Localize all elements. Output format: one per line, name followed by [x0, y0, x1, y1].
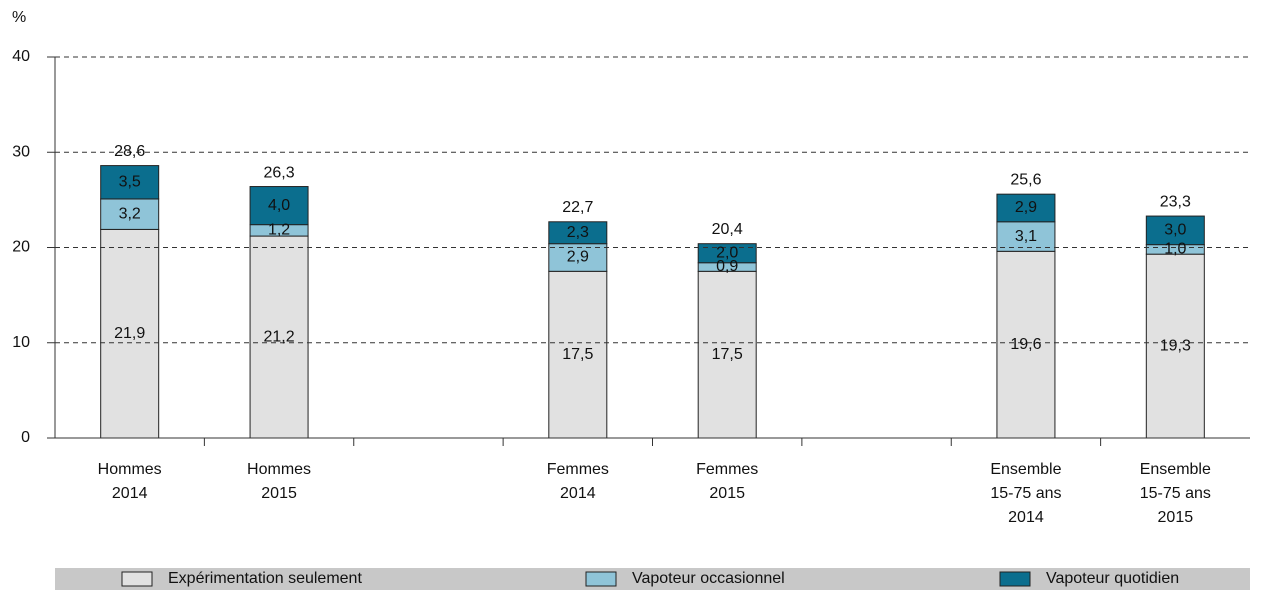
bar-segment [249, 186, 309, 226]
bar-segment [548, 221, 608, 245]
x-tick-label: 15-75 ans [990, 485, 1061, 502]
data-label: 3,5 [119, 173, 141, 190]
x-tick-label: Hommes [247, 461, 311, 478]
total-label: 22,7 [562, 199, 593, 216]
data-label: 2,9 [1015, 199, 1037, 216]
y-tick-label: 20 [12, 239, 30, 256]
bar-segment [249, 235, 309, 439]
legend-label: Vapoteur occasionnel [632, 570, 785, 587]
data-label: 17,5 [712, 346, 743, 363]
data-label: 3,0 [1164, 222, 1186, 239]
bar-segment [697, 243, 757, 264]
data-label: 21,9 [114, 325, 145, 342]
bar-segment [996, 221, 1056, 252]
total-label: 26,3 [263, 165, 294, 182]
data-label: 2,0 [716, 244, 738, 261]
y-tick-label: 0 [21, 429, 30, 446]
y-tick-label: 30 [12, 143, 30, 160]
legend-label: Expérimentation seulement [168, 570, 362, 587]
data-label: 21,2 [263, 328, 294, 345]
legend-background [55, 568, 1250, 590]
data-label: 19,3 [1160, 337, 1191, 354]
x-tick-label: 15-75 ans [1140, 485, 1211, 502]
total-label: 23,3 [1160, 193, 1191, 210]
x-tick-label: 2014 [1008, 509, 1044, 526]
y-tick-label: 40 [12, 48, 30, 65]
legend-swatch [999, 571, 1031, 587]
bar-segment [996, 193, 1056, 223]
bar-segment [1145, 215, 1205, 246]
total-label: 28,6 [114, 143, 145, 160]
y-axis-label: % [12, 9, 26, 26]
legend-label: Vapoteur quotidien [1046, 570, 1179, 587]
data-label: 1,2 [268, 222, 290, 239]
x-tick-label: 2015 [261, 485, 297, 502]
data-label: 1,0 [1164, 241, 1186, 258]
data-label: 19,6 [1010, 336, 1041, 353]
data-label: 4,0 [268, 197, 290, 214]
x-tick-label: Ensemble [1140, 461, 1211, 478]
x-tick-label: 2014 [112, 485, 148, 502]
bar-segment [548, 243, 608, 272]
x-tick-label: 2015 [709, 485, 745, 502]
y-tick-label: 10 [12, 334, 30, 351]
x-tick-label: Hommes [98, 461, 162, 478]
data-label: 2,3 [567, 224, 589, 241]
x-tick-label: 2014 [560, 485, 596, 502]
x-tick-label: Ensemble [990, 461, 1061, 478]
legend-swatch [121, 571, 153, 587]
x-tick-label: Femmes [547, 461, 609, 478]
data-label: 0,9 [716, 258, 738, 275]
data-label: 3,2 [119, 205, 141, 222]
bar-segment [100, 198, 160, 230]
data-label: 2,9 [567, 249, 589, 266]
legend-swatch [585, 571, 617, 587]
bar-segment [1145, 253, 1205, 439]
total-label: 25,6 [1010, 171, 1041, 188]
total-label: 20,4 [712, 221, 743, 238]
bar-segment [100, 228, 160, 439]
bar-segment [100, 165, 160, 200]
data-label: 17,5 [562, 346, 593, 363]
x-tick-label: 2015 [1158, 509, 1194, 526]
x-tick-label: Femmes [696, 461, 758, 478]
bar-segment [996, 250, 1056, 439]
data-label: 3,1 [1015, 228, 1037, 245]
